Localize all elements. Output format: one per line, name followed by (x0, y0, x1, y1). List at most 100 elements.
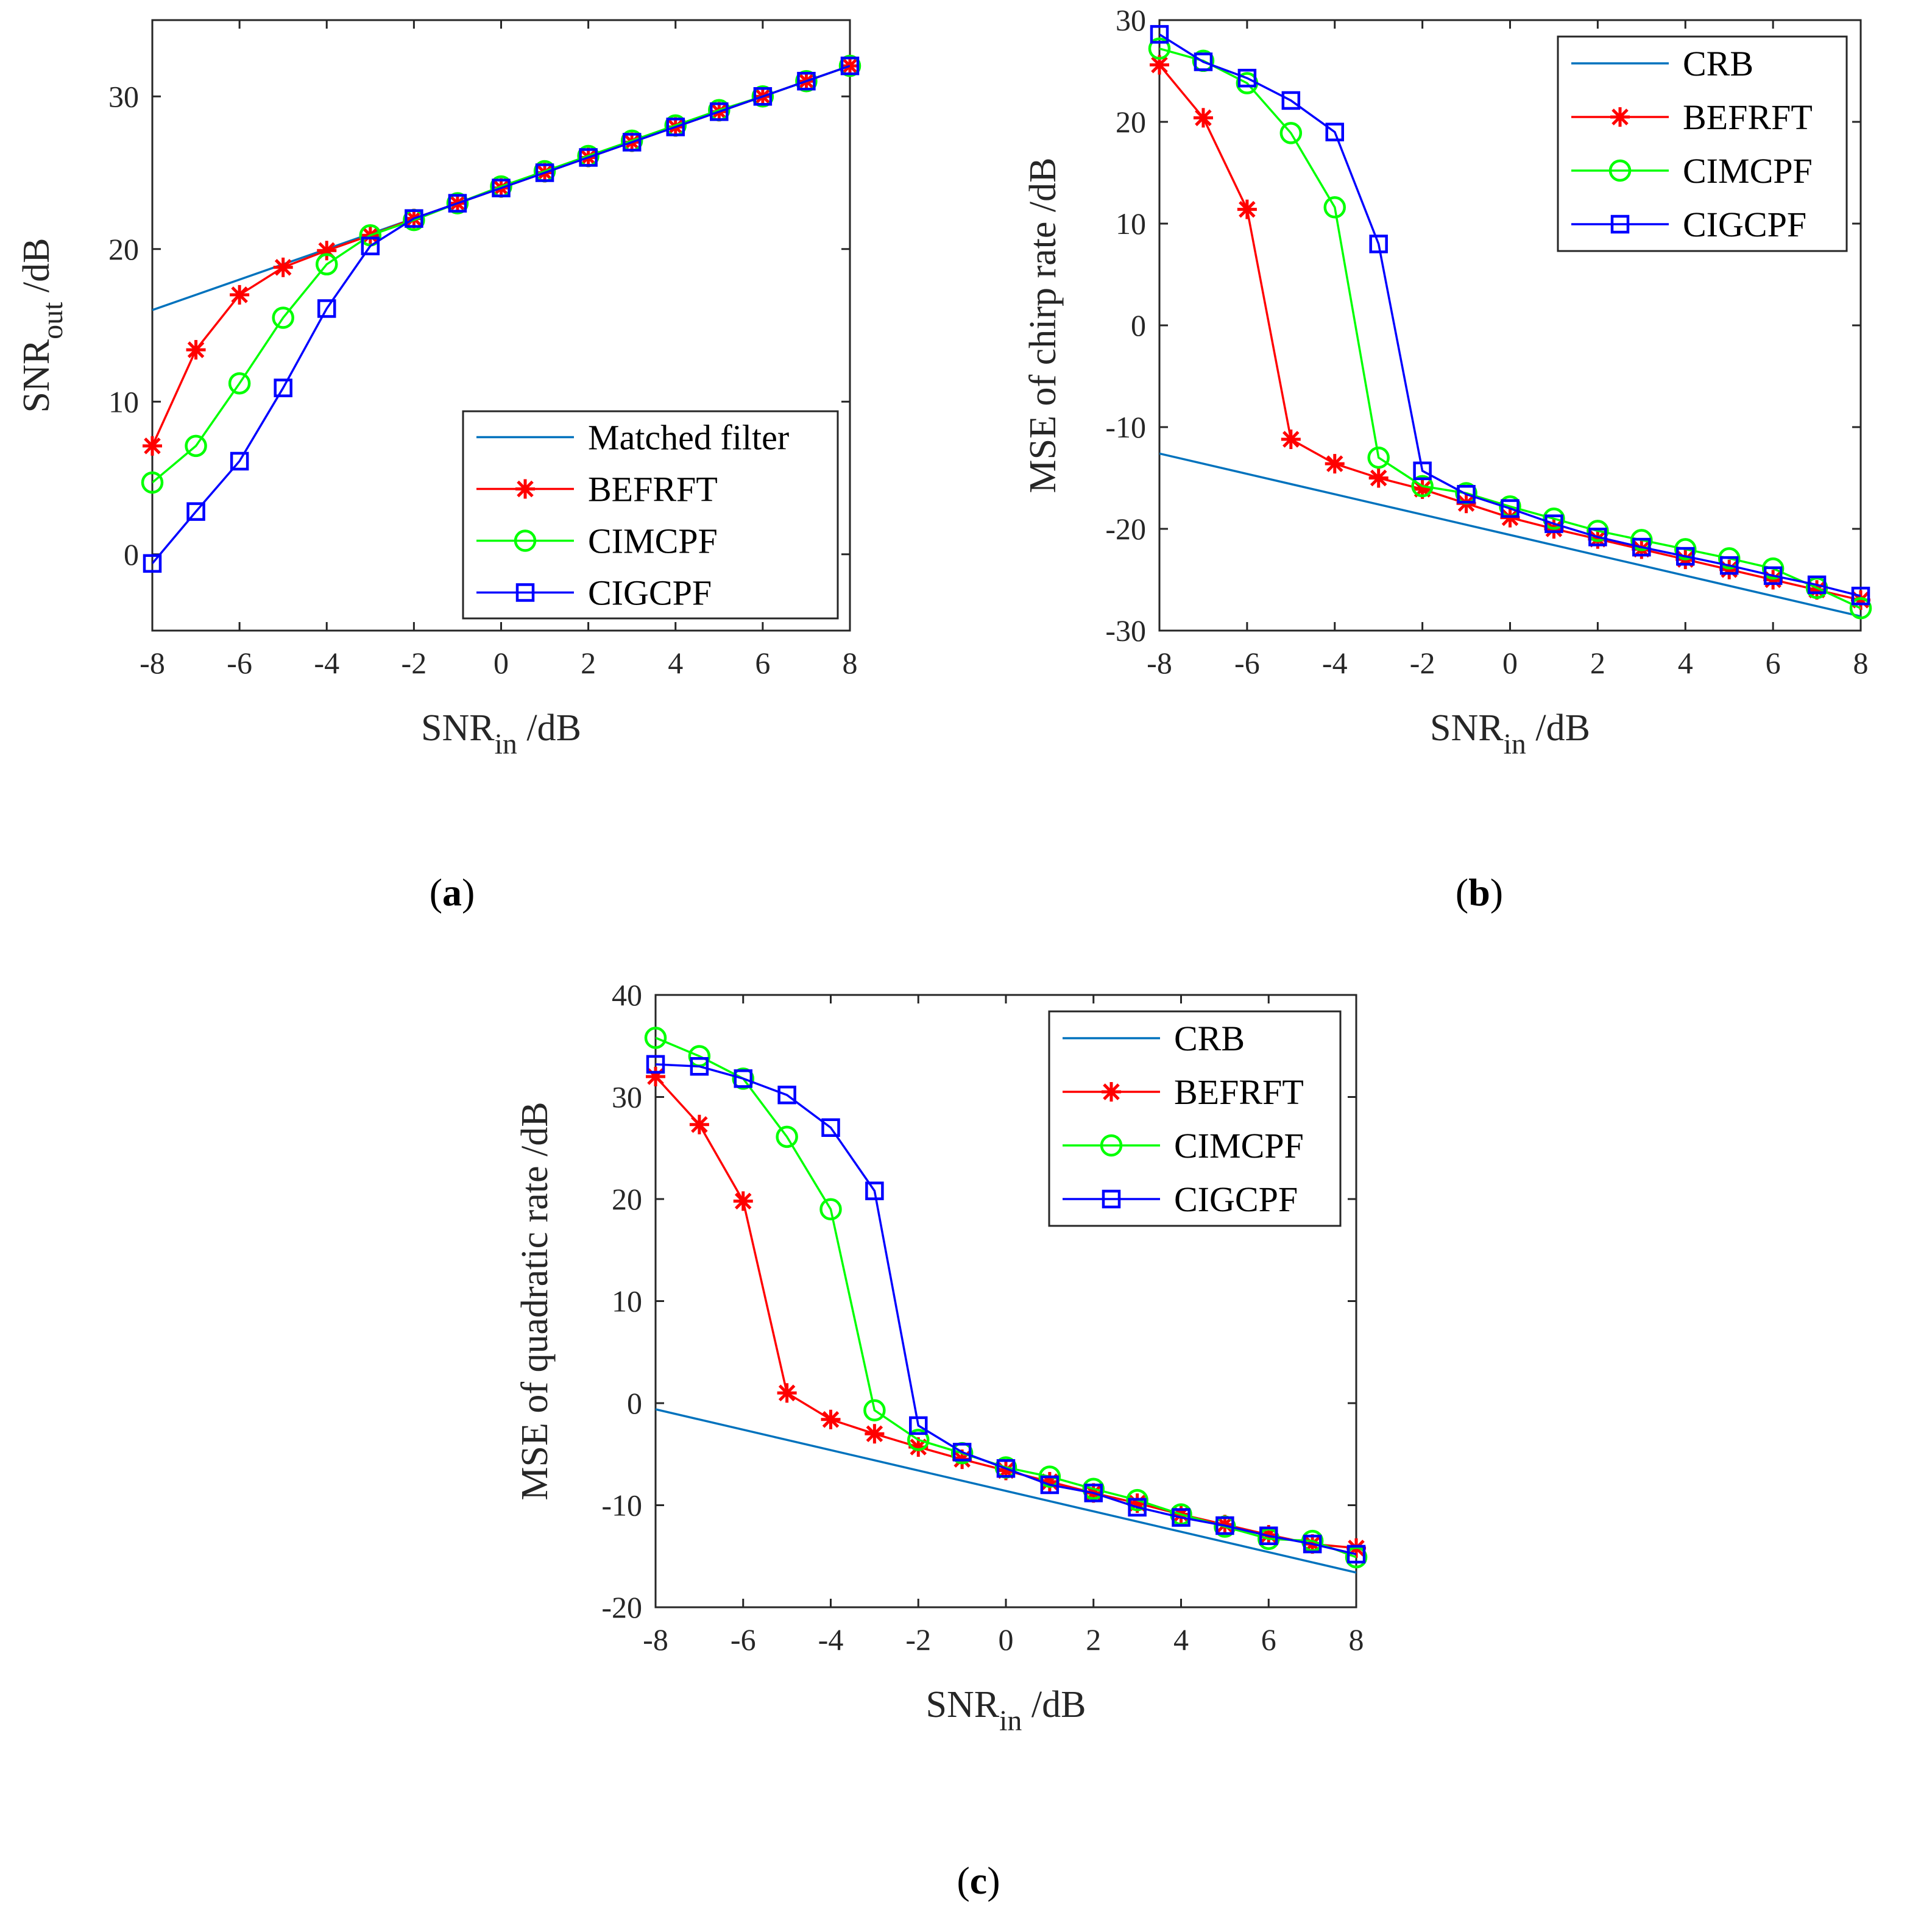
legend-label: BEFRFT (1174, 1072, 1304, 1112)
series-line (1159, 33, 1861, 597)
x-tick-label: -8 (1147, 646, 1172, 680)
data-point (317, 299, 336, 318)
data-point (1040, 1475, 1060, 1495)
x-tick-label: 6 (1261, 1622, 1276, 1657)
data-point (1325, 454, 1345, 474)
caption-b: (b) (1455, 871, 1504, 914)
data-point (1368, 468, 1389, 488)
legend-marker (1610, 214, 1630, 234)
data-point (732, 1067, 754, 1090)
data-point (1325, 122, 1344, 141)
y-tick-label: 10 (612, 1284, 642, 1318)
data-point (644, 1027, 667, 1049)
x-tick-label: -2 (905, 1622, 931, 1657)
caption-c: (c) (957, 1859, 1000, 1902)
data-point (492, 179, 511, 197)
caption-a: (a) (429, 871, 475, 914)
data-point (1543, 508, 1565, 530)
data-point (1413, 461, 1432, 481)
data-point (840, 56, 860, 76)
x-axis-label: SNRin /dB (421, 707, 581, 760)
data-point (1501, 499, 1520, 518)
y-tick-label: -10 (1105, 410, 1146, 444)
x-tick-label: -6 (227, 646, 252, 680)
series-crb (656, 1408, 1356, 1574)
y-axis-label: SNRout /dB (16, 238, 69, 412)
y-axis-label: MSE of chirp rate /dB (1022, 157, 1064, 493)
x-tick-label: 2 (1086, 1622, 1101, 1657)
x-tick-label: -6 (731, 1622, 756, 1657)
data-point (579, 148, 598, 167)
data-point (1259, 1526, 1278, 1545)
data-point (863, 1399, 886, 1421)
data-point (1676, 547, 1695, 566)
y-tick-label: 0 (1131, 308, 1146, 342)
data-point (1194, 52, 1213, 71)
legend-marker (1102, 1189, 1121, 1209)
legend-label: CIMCPF (1174, 1126, 1304, 1166)
y-tick-label: -10 (601, 1488, 642, 1523)
data-point (1457, 484, 1476, 504)
legend-label: BEFRFT (588, 470, 718, 509)
data-point (1718, 547, 1741, 570)
y-tick-label: -30 (1105, 614, 1146, 648)
data-point (666, 118, 685, 136)
data-point (753, 87, 773, 106)
legend-label: BEFRFT (1683, 97, 1813, 137)
series-line (656, 1063, 1356, 1555)
x-tick-label: -6 (1234, 646, 1260, 680)
data-point (143, 554, 162, 573)
data-point (1038, 1465, 1061, 1488)
data-point (448, 194, 467, 213)
data-point (819, 1198, 842, 1220)
x-tick-label: -4 (818, 1622, 844, 1657)
legend-label: CRB (1174, 1019, 1245, 1058)
series-line (152, 65, 850, 564)
data-point (1632, 537, 1651, 557)
data-point (230, 285, 250, 305)
data-point (838, 54, 862, 77)
y-tick-label: 20 (612, 1182, 642, 1216)
legend-label: CIGCPF (588, 573, 712, 613)
data-point (1719, 556, 1739, 575)
y-tick-label: 0 (627, 1386, 642, 1420)
data-point (909, 1416, 928, 1435)
y-tick-label: 20 (1116, 105, 1146, 139)
legend-label: CIGCPF (1174, 1180, 1298, 1219)
y-tick-label: 40 (612, 978, 642, 1012)
x-tick-label: 4 (668, 646, 683, 680)
legend-label: CRB (1683, 44, 1753, 83)
legend: Matched filter BEFRFT CIMCPF CIGCPF (462, 410, 839, 620)
data-point (1323, 196, 1346, 219)
data-point (821, 1409, 841, 1429)
data-point (795, 69, 818, 93)
data-point (186, 502, 205, 521)
data-point (907, 1429, 930, 1451)
legend-marker (515, 479, 535, 499)
data-point (1303, 1534, 1322, 1554)
data-point (1237, 199, 1257, 219)
data-point (1674, 538, 1697, 561)
data-point (710, 102, 729, 121)
legend-box (1048, 1010, 1342, 1227)
legend-marker (515, 583, 535, 602)
data-point (274, 378, 292, 397)
data-point (1763, 566, 1783, 586)
x-axis-label: SNRin /dB (925, 1684, 1086, 1737)
data-point (1346, 1545, 1366, 1564)
data-point (186, 340, 206, 360)
x-tick-label: 6 (755, 646, 770, 680)
series-cigcpf (646, 1055, 1366, 1564)
legend-marker (1610, 107, 1630, 127)
x-tick-label: 8 (1853, 646, 1869, 680)
data-point (734, 1069, 752, 1088)
x-tick-label: 4 (1173, 1622, 1189, 1657)
series-line (1159, 452, 1861, 618)
data-point (1807, 575, 1827, 595)
series-cigcpf (143, 56, 860, 573)
data-point (1587, 520, 1609, 542)
data-point (1369, 235, 1388, 253)
data-point (1279, 122, 1303, 144)
